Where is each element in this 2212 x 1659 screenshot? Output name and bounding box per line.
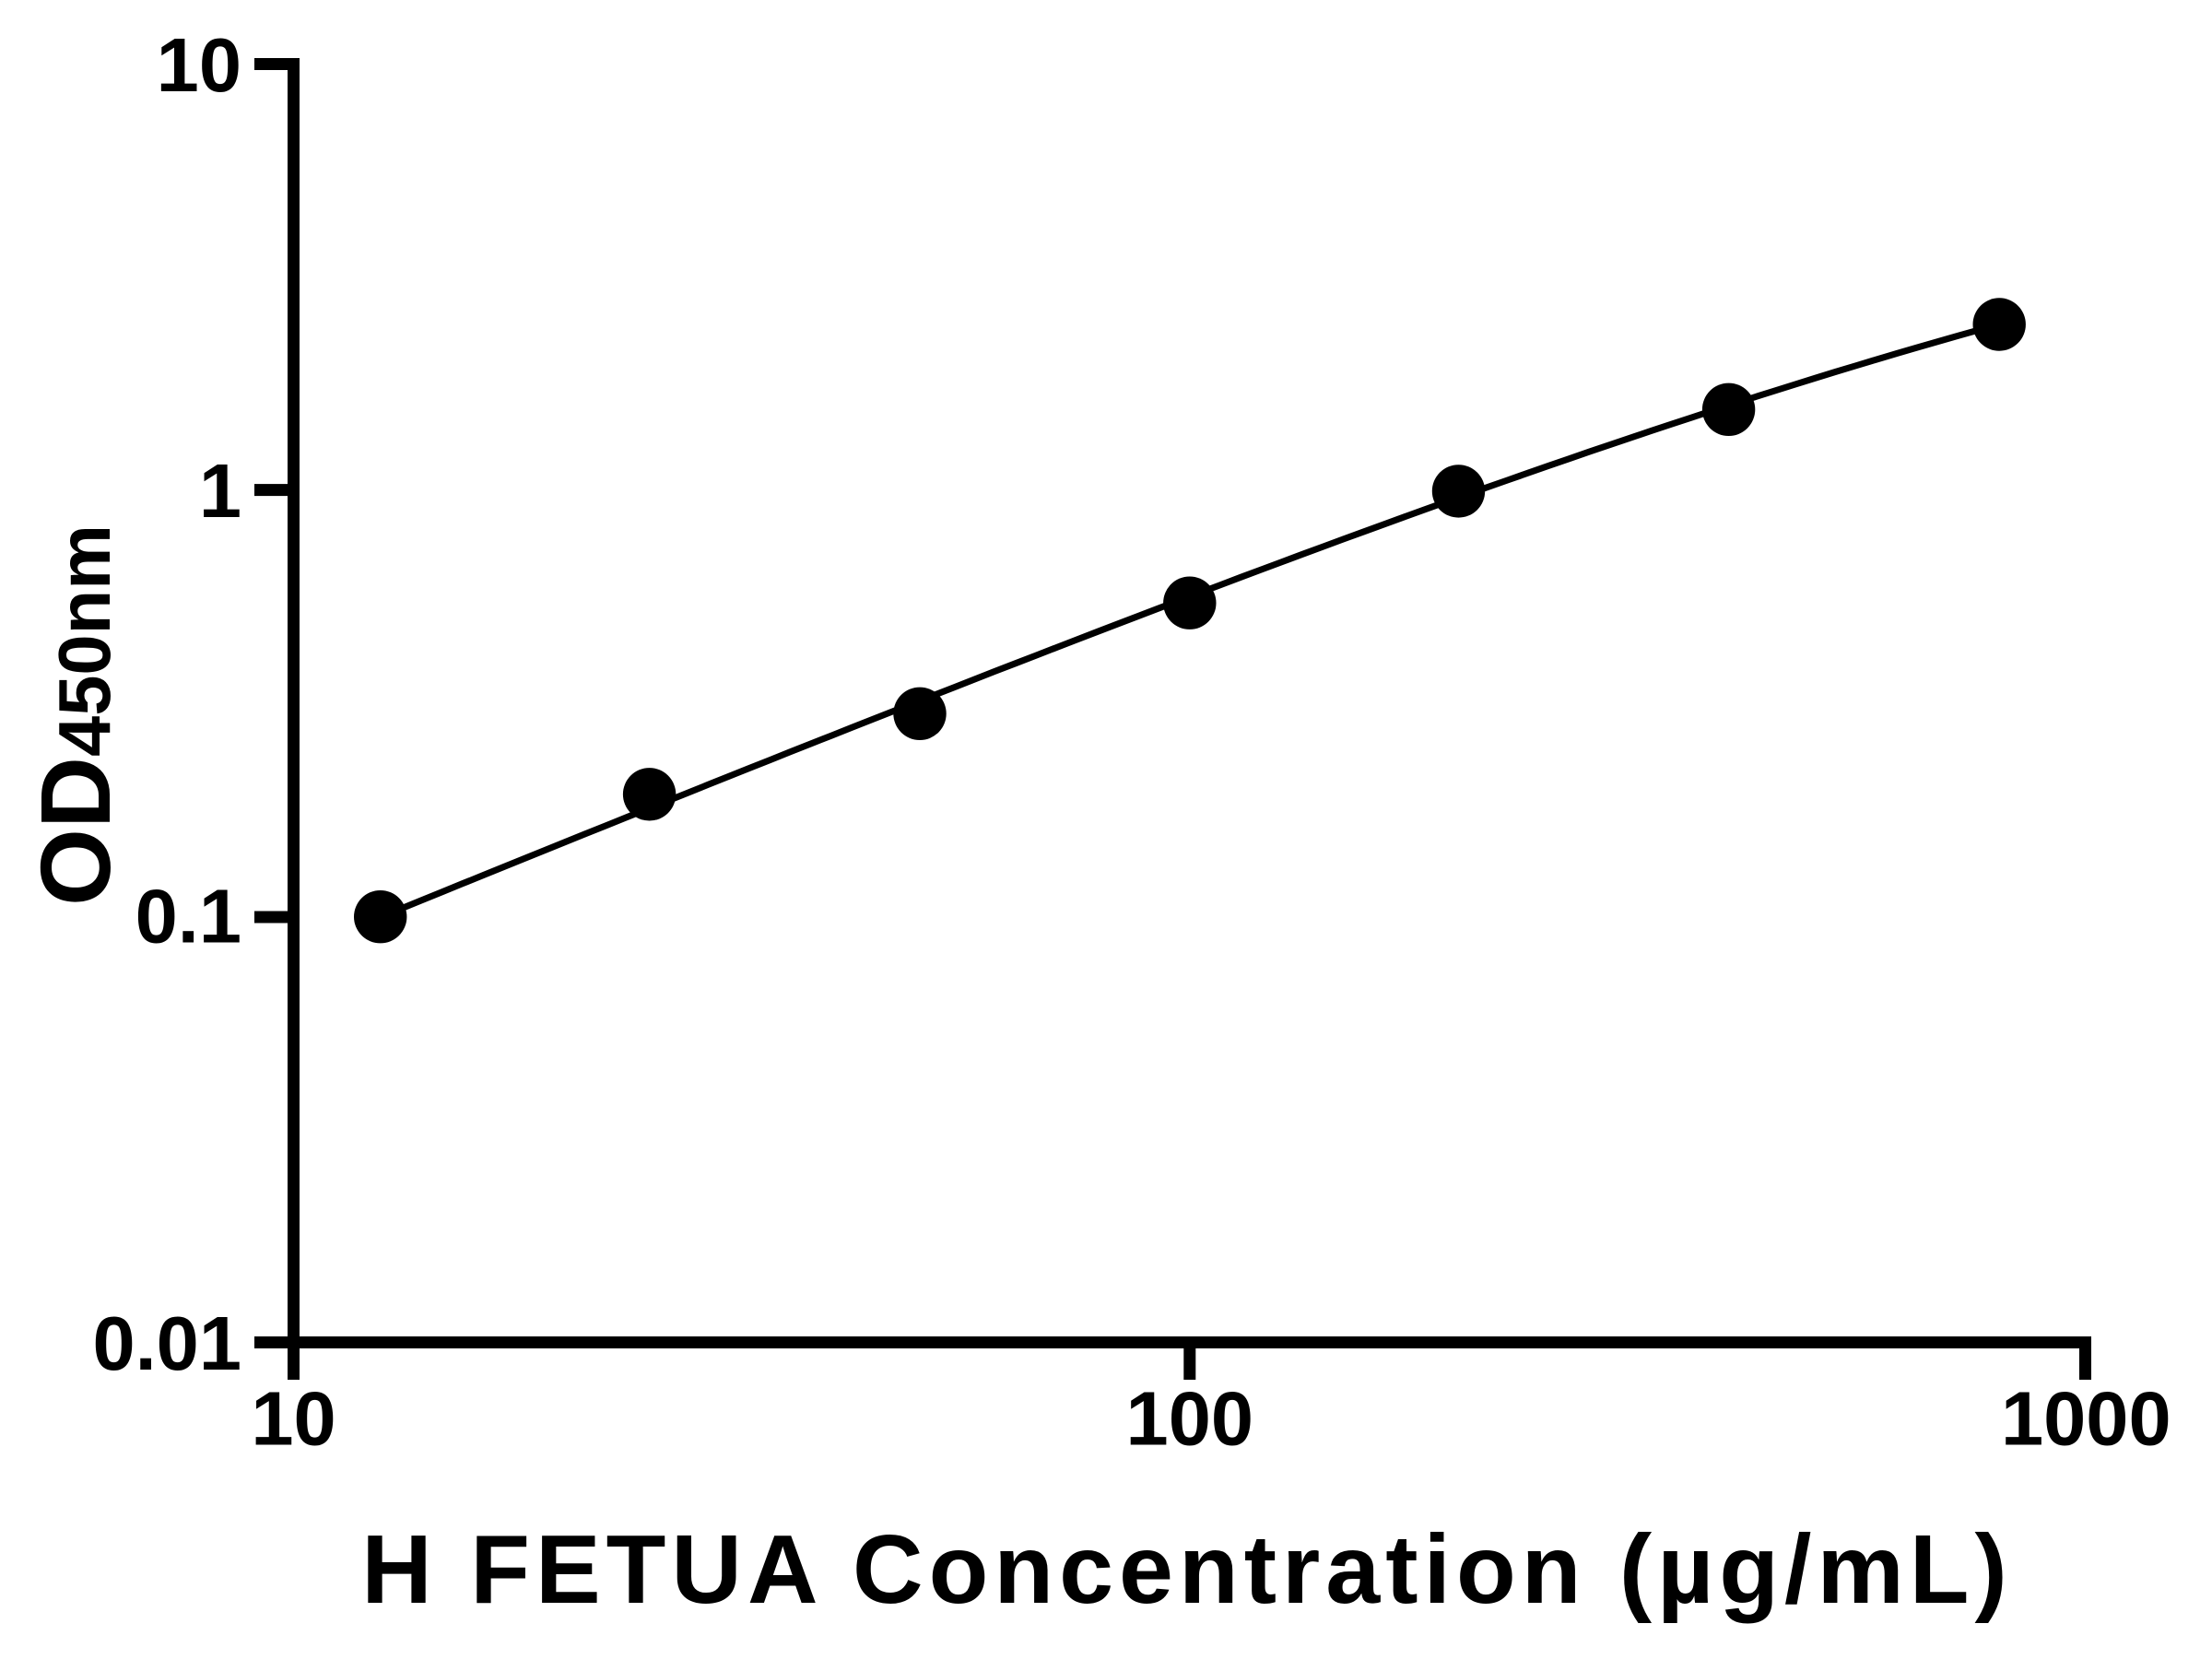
svg-text:0.1: 0.1 — [135, 874, 241, 959]
svg-text:H FETUA Concentration (µg/mL): H FETUA Concentration (µg/mL) — [361, 1515, 2013, 1624]
svg-text:0.01: 0.01 — [92, 1300, 241, 1386]
svg-text:1000: 1000 — [2001, 1376, 2171, 1462]
svg-text:1: 1 — [199, 448, 241, 534]
svg-text:10: 10 — [157, 22, 241, 108]
svg-text:10: 10 — [251, 1376, 335, 1462]
svg-text:100: 100 — [1126, 1376, 1253, 1462]
